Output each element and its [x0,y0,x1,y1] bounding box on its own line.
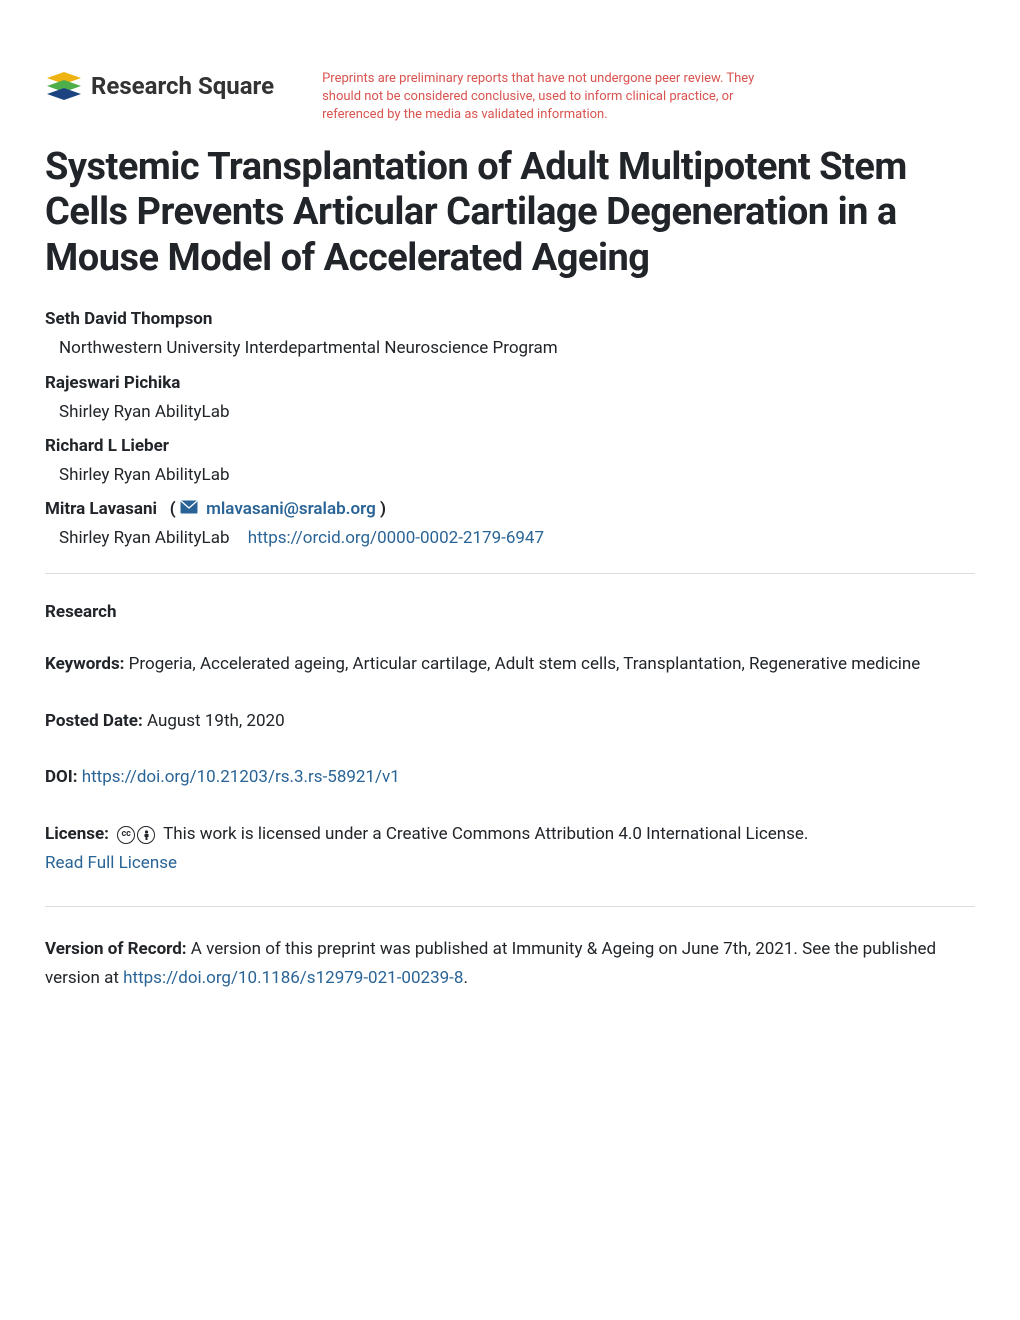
version-label: Version of Record: [45,939,187,959]
preprint-disclaimer: Preprints are preliminary reports that h… [322,70,782,125]
orcid-link[interactable]: https://orcid.org/0000-0002-2179-6947 [248,528,544,548]
keywords-label: Keywords: [45,654,124,674]
corresponding-author-line: Mitra Lavasani ( mlavasani@sralab.org ) [45,499,975,520]
author-affiliation: Shirley Ryan AbilityLab [59,462,975,489]
header-row: Research Square Preprints are preliminar… [45,70,975,125]
doi-row: DOI: https://doi.org/10.21203/rs.3.rs-58… [45,763,975,792]
author-email-link[interactable]: mlavasani@sralab.org [206,499,376,519]
paper-title: Systemic Transplantation of Adult Multip… [45,145,975,282]
version-of-record-row: Version of Record: A version of this pre… [45,935,975,993]
divider [45,906,975,907]
paren-close: ) [380,499,386,519]
logo-icon [45,70,83,102]
paren-open: ( [161,499,180,519]
logo-block: Research Square [45,70,274,102]
license-row: License: cc This work is licensed under … [45,820,975,878]
cc-icons: cc [117,826,155,844]
author-block: Seth David Thompson Northwestern Univers… [45,309,975,362]
author-affiliation: Northwestern University Interdepartmenta… [59,335,975,362]
posted-date-value: August 19th, 2020 [143,711,285,731]
author-block: Richard L Lieber Shirley Ryan AbilityLab [45,436,975,489]
logo-text: Research Square [91,72,274,100]
envelope-icon [180,499,198,519]
author-name: Rajeswari Pichika [45,373,975,393]
keywords-row: Keywords: Progeria, Accelerated ageing, … [45,650,975,679]
license-text: This work is licensed under a Creative C… [163,824,808,844]
author-name: Richard L Lieber [45,436,975,456]
read-license-link[interactable]: Read Full License [45,853,177,873]
article-type-label: Research [45,602,975,622]
license-label: License: [45,824,109,844]
version-text-post: . [463,968,467,988]
posted-date-label: Posted Date: [45,711,143,731]
author-affiliation: Shirley Ryan AbilityLab [59,399,975,426]
doi-link[interactable]: https://doi.org/10.21203/rs.3.rs-58921/v… [82,767,400,787]
author-affiliation-line: Shirley Ryan AbilityLab https://orcid.or… [59,525,975,552]
keywords-text: Progeria, Accelerated ageing, Articular … [124,654,920,674]
doi-label: DOI: [45,767,78,787]
author-name: Mitra Lavasani [45,499,157,519]
author-name: Seth David Thompson [45,309,975,329]
cc-icon: cc [117,826,135,844]
author-block: Rajeswari Pichika Shirley Ryan AbilityLa… [45,373,975,426]
corresponding-author-block: Mitra Lavasani ( mlavasani@sralab.org ) … [45,499,975,553]
version-link[interactable]: https://doi.org/10.1186/s12979-021-00239… [123,968,463,988]
author-affiliation: Shirley Ryan AbilityLab [59,528,230,548]
by-icon [137,826,155,844]
divider [45,573,975,574]
posted-date-row: Posted Date: August 19th, 2020 [45,707,975,736]
